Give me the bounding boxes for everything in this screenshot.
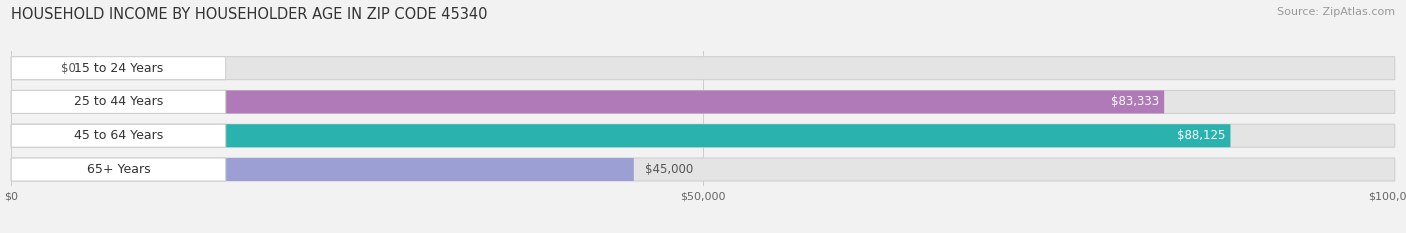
Text: $0: $0: [60, 62, 76, 75]
Text: 25 to 44 Years: 25 to 44 Years: [75, 96, 163, 108]
FancyBboxPatch shape: [11, 124, 226, 147]
FancyBboxPatch shape: [11, 90, 1395, 113]
Text: 65+ Years: 65+ Years: [87, 163, 150, 176]
Text: Source: ZipAtlas.com: Source: ZipAtlas.com: [1277, 7, 1395, 17]
FancyBboxPatch shape: [11, 158, 226, 181]
FancyBboxPatch shape: [11, 158, 1395, 181]
FancyBboxPatch shape: [11, 57, 1395, 80]
Text: 45 to 64 Years: 45 to 64 Years: [75, 129, 163, 142]
Text: HOUSEHOLD INCOME BY HOUSEHOLDER AGE IN ZIP CODE 45340: HOUSEHOLD INCOME BY HOUSEHOLDER AGE IN Z…: [11, 7, 488, 22]
FancyBboxPatch shape: [11, 158, 634, 181]
FancyBboxPatch shape: [11, 124, 1230, 147]
FancyBboxPatch shape: [11, 90, 1164, 113]
FancyBboxPatch shape: [11, 57, 226, 80]
FancyBboxPatch shape: [11, 90, 226, 113]
Text: $88,125: $88,125: [1177, 129, 1225, 142]
Text: $83,333: $83,333: [1111, 96, 1159, 108]
FancyBboxPatch shape: [11, 124, 1395, 147]
FancyBboxPatch shape: [11, 57, 51, 80]
Text: 15 to 24 Years: 15 to 24 Years: [75, 62, 163, 75]
Text: $45,000: $45,000: [645, 163, 693, 176]
